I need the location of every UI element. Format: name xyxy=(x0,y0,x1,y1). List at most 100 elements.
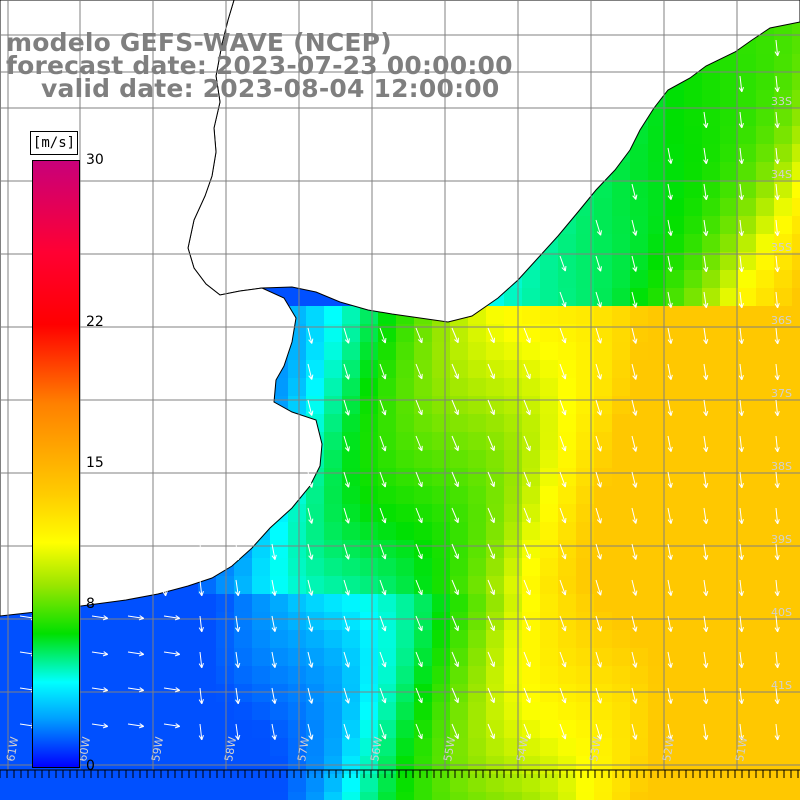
field-cell xyxy=(666,576,685,595)
field-cell xyxy=(234,630,253,649)
field-cell xyxy=(756,72,775,91)
field-cell xyxy=(594,414,613,433)
wind-arrow xyxy=(559,327,567,344)
field-cell xyxy=(432,738,451,757)
wind-arrow xyxy=(198,723,204,741)
field-cell xyxy=(486,576,505,595)
field-cell xyxy=(720,468,739,487)
field-cell xyxy=(540,360,559,379)
field-cell xyxy=(342,630,361,649)
field-cell xyxy=(396,522,415,541)
field-cell xyxy=(738,162,757,181)
field-cell xyxy=(432,522,451,541)
wind-arrow xyxy=(379,327,387,344)
field-cell xyxy=(792,522,800,541)
field-cell xyxy=(648,522,667,541)
field-cell xyxy=(234,648,253,667)
wind-arrow xyxy=(667,687,673,705)
field-cell xyxy=(756,720,775,739)
field-cell xyxy=(774,306,793,325)
field-cell xyxy=(774,540,793,559)
field-cell xyxy=(702,432,721,451)
wind-arrow xyxy=(415,579,423,596)
field-cell xyxy=(234,558,253,577)
wind-arrow xyxy=(235,579,241,597)
wind-arrow xyxy=(703,507,709,525)
field-cell xyxy=(288,792,307,800)
field-cell xyxy=(720,612,739,631)
field-cell xyxy=(486,504,505,523)
field-cell xyxy=(666,558,685,577)
field-cell xyxy=(648,216,667,235)
field-cell xyxy=(720,252,739,271)
field-cell xyxy=(792,630,800,649)
field-cell xyxy=(540,288,559,307)
field-cell xyxy=(594,432,613,451)
field-cell xyxy=(594,774,613,793)
field-cell xyxy=(504,522,523,541)
field-cell xyxy=(0,648,19,667)
field-cell xyxy=(288,576,307,595)
field-cell xyxy=(504,774,523,793)
field-cell xyxy=(774,630,793,649)
field-cell xyxy=(666,306,685,325)
field-cell xyxy=(576,684,595,703)
field-cell xyxy=(504,468,523,487)
wind-arrow xyxy=(343,651,350,668)
field-cell xyxy=(378,504,397,523)
field-cell xyxy=(252,576,271,595)
field-cell xyxy=(540,666,559,685)
field-cell xyxy=(270,594,289,613)
field-cell xyxy=(756,36,775,55)
field-cell xyxy=(486,324,505,343)
field-cell xyxy=(756,396,775,415)
field-cell xyxy=(468,378,487,397)
field-cell xyxy=(738,792,757,800)
field-cell xyxy=(396,792,415,800)
field-cell xyxy=(666,216,685,235)
field-cell xyxy=(108,630,127,649)
field-cell xyxy=(720,360,739,379)
field-cell xyxy=(684,288,703,307)
field-cell xyxy=(378,594,397,613)
wind-arrow xyxy=(271,543,277,561)
field-cell xyxy=(756,54,775,73)
wind-arrow xyxy=(198,543,204,561)
field-cell xyxy=(774,342,793,361)
field-cell xyxy=(756,450,775,469)
field-cell xyxy=(684,414,703,433)
field-cell xyxy=(756,648,775,667)
wind-arrow xyxy=(667,615,673,633)
field-cell xyxy=(738,288,757,307)
field-cell xyxy=(522,468,541,487)
wind-arrow xyxy=(595,471,602,488)
field-cell xyxy=(522,378,541,397)
field-cell xyxy=(396,324,415,343)
field-cell xyxy=(702,306,721,325)
field-cell xyxy=(792,180,800,199)
title-valid-date: valid date: 2023-08-04 12:00:00 xyxy=(41,74,500,103)
field-cell xyxy=(324,324,343,343)
field-cell xyxy=(684,774,703,793)
field-cell xyxy=(522,720,541,739)
wind-arrow xyxy=(703,183,709,201)
field-cell xyxy=(450,522,469,541)
field-cell xyxy=(432,540,451,559)
field-cell xyxy=(162,720,181,739)
field-cell xyxy=(558,540,577,559)
field-cell xyxy=(324,612,343,631)
wind-arrow xyxy=(523,363,531,380)
wind-arrow xyxy=(774,75,780,93)
field-cell xyxy=(612,558,631,577)
field-cell xyxy=(360,594,379,613)
wind-arrow xyxy=(343,507,350,524)
field-cell xyxy=(414,324,433,343)
field-cell xyxy=(126,738,145,757)
field-cell xyxy=(756,108,775,127)
field-cell xyxy=(252,774,271,793)
field-cell xyxy=(306,306,325,325)
field-cell xyxy=(90,720,109,739)
field-cell xyxy=(684,306,703,325)
field-cell xyxy=(576,252,595,271)
field-cell xyxy=(774,252,793,271)
